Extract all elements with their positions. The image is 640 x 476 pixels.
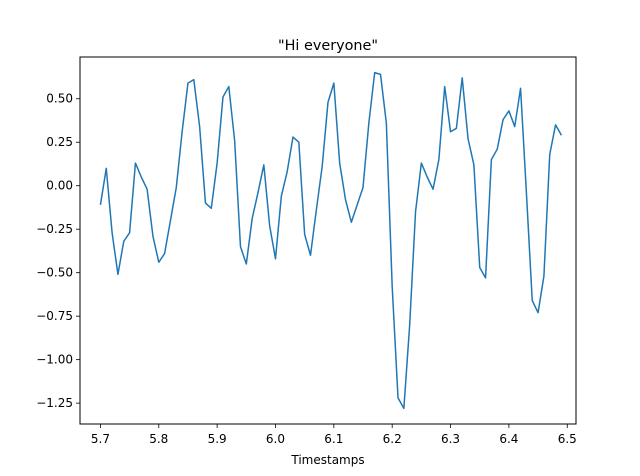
- x-axis-label: Timestamps: [290, 453, 364, 467]
- y-tick-label: 0.00: [46, 179, 73, 193]
- y-tick-label: −0.50: [36, 266, 73, 280]
- x-tick-label: 6.4: [499, 432, 518, 446]
- x-tick-label: 6.3: [441, 432, 460, 446]
- x-tick-label: 5.8: [149, 432, 168, 446]
- x-tick-label: 6.5: [558, 432, 577, 446]
- y-tick-label: −1.00: [36, 353, 73, 367]
- x-tick-label: 5.9: [208, 432, 227, 446]
- chart-title: "Hi everyone": [278, 38, 378, 54]
- y-tick-label: 0.50: [46, 92, 73, 106]
- x-axis-ticks: 5.7 5.8 5.9 6.0 6.1 6.2 6.3 6.4 6.5: [91, 424, 577, 446]
- series-line-0: [99, 71, 563, 410]
- axes-frame: [79, 56, 577, 425]
- y-tick-label: −0.75: [36, 309, 73, 323]
- x-tick-label: 6.1: [324, 432, 343, 446]
- y-tick-label: 0.25: [46, 135, 73, 149]
- y-tick-label: −0.25: [36, 222, 73, 236]
- x-tick-label: 5.7: [91, 432, 110, 446]
- y-tick-label: −1.25: [36, 396, 73, 410]
- x-tick-label: 6.2: [383, 432, 402, 446]
- plot-area: [99, 71, 563, 410]
- y-axis-ticks: −1.25 −1.00 −0.75 −0.50 −0.25 0.00 0.25 0.50: [36, 92, 80, 410]
- x-tick-label: 6.0: [266, 432, 285, 446]
